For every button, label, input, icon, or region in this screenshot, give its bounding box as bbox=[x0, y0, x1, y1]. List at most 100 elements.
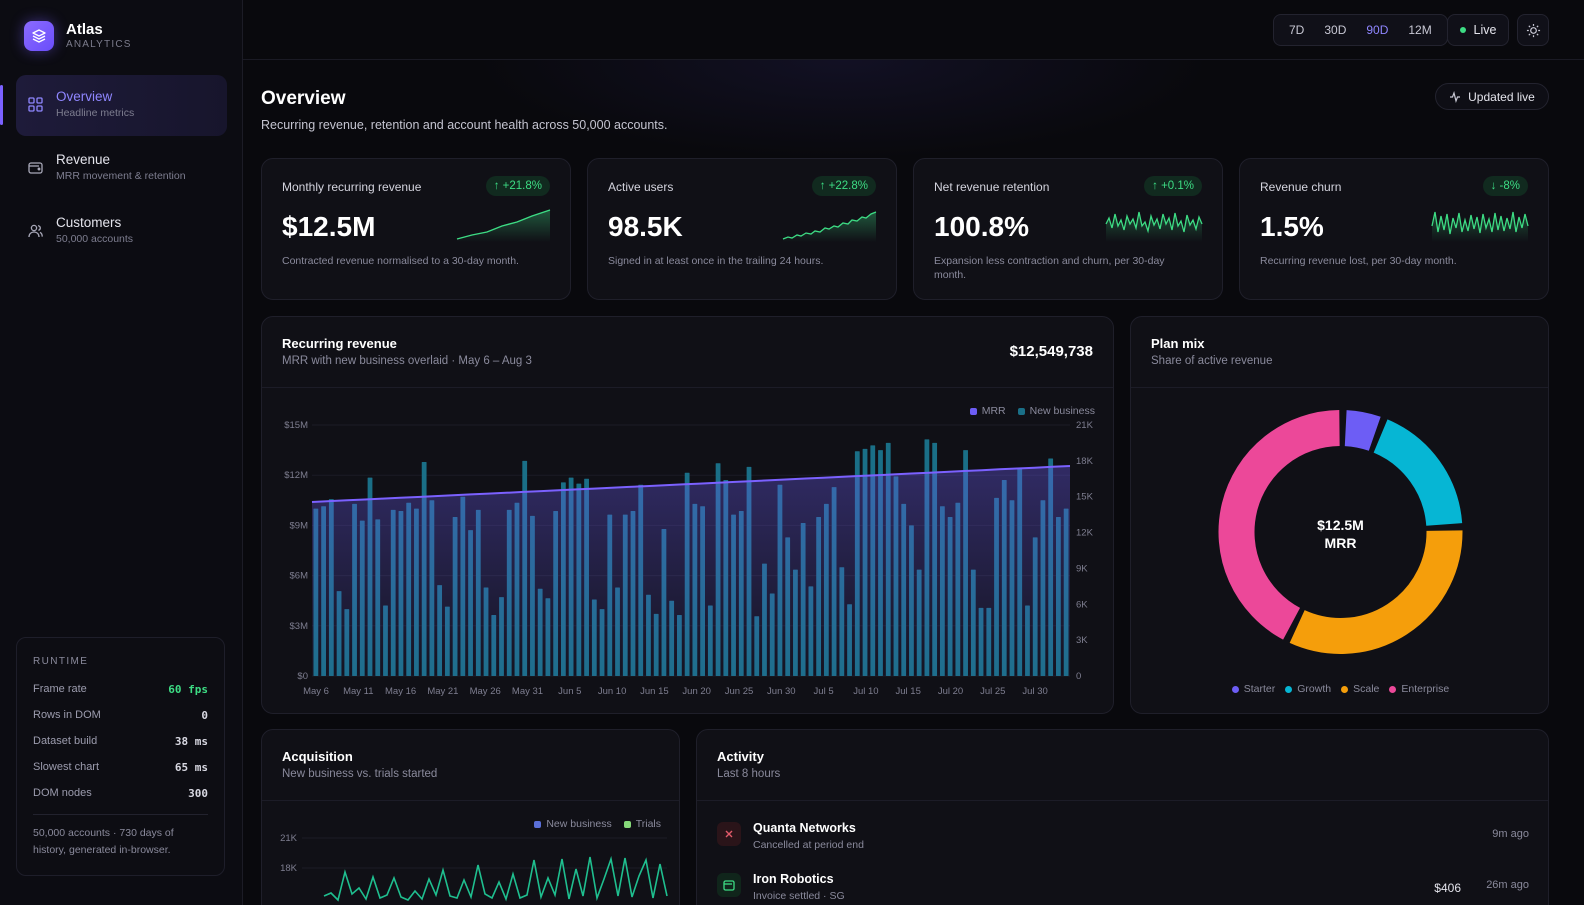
activity-time: 26m ago bbox=[1486, 879, 1529, 891]
x-tick-label: Jun 30 bbox=[767, 686, 796, 697]
acquisition-legend: New business Trials bbox=[522, 818, 661, 830]
kpi-sparkline bbox=[1431, 211, 1529, 242]
sidebar-item-revenue[interactable]: Revenue MRR movement & retention bbox=[16, 138, 227, 199]
legend-item-new-business[interactable]: New business bbox=[534, 818, 612, 830]
range-selector: 7D 30D 90D 12M bbox=[1273, 14, 1448, 46]
legend-label: Starter bbox=[1243, 683, 1276, 695]
kpi-card-active-users: Active users ↑ +22.8% 98.5K Signed in at… bbox=[587, 158, 897, 300]
plan-mix-donut-chart[interactable] bbox=[1131, 387, 1550, 677]
kpi-label: Active users bbox=[608, 180, 674, 194]
kpi-value: 1.5% bbox=[1260, 211, 1324, 242]
recurring-total: $12,549,738 bbox=[1009, 343, 1093, 360]
kpi-label: Revenue churn bbox=[1260, 180, 1342, 194]
recurring-revenue-card: Recurring revenue MRR with new business … bbox=[261, 316, 1114, 714]
legend-swatch bbox=[1017, 407, 1025, 415]
layers-logo-icon bbox=[24, 21, 54, 51]
legend-label: Growth bbox=[1297, 683, 1332, 695]
legend-label: MRR bbox=[981, 405, 1006, 417]
runtime-row: DOM nodes 300 bbox=[33, 780, 208, 806]
legend-label: Trials bbox=[635, 818, 661, 830]
x-tick-label: Jul 30 bbox=[1022, 686, 1047, 697]
y-right-tick-label: 15K bbox=[1076, 492, 1094, 503]
legend-item-growth[interactable]: Growth bbox=[1285, 683, 1331, 695]
y-right-tick-label: 0 bbox=[1076, 671, 1081, 682]
y-tick-label: $0 bbox=[297, 671, 308, 682]
donut-slice-enterprise bbox=[1218, 410, 1341, 640]
sidebar-item-label: Customers bbox=[56, 215, 122, 230]
acquisition-card: Acquisition New business vs. trials star… bbox=[261, 729, 680, 905]
activity-sub: Invoice settled · SG bbox=[753, 890, 845, 902]
brand-subtitle: ANALYTICS bbox=[66, 38, 132, 50]
kpi-note: Expansion less contraction and churn, pe… bbox=[934, 255, 1165, 281]
runtime-row: Dataset build 38 ms bbox=[33, 728, 208, 754]
x-tick-label: Jul 5 bbox=[814, 686, 834, 697]
brand[interactable]: Atlas ANALYTICS bbox=[24, 21, 132, 51]
runtime-label: Slowest chart bbox=[33, 761, 100, 773]
kpi-delta-badge: ↑ +22.8% bbox=[811, 176, 876, 196]
range-12m-button[interactable]: 12M bbox=[1408, 23, 1432, 37]
legend-item-new-business[interactable]: New business bbox=[1017, 405, 1095, 417]
sidebar: Atlas ANALYTICS Overview Headline metric… bbox=[0, 0, 243, 905]
legend-item-mrr[interactable]: MRR bbox=[969, 405, 1006, 417]
legend-label: Scale bbox=[1353, 683, 1380, 695]
sidebar-item-customers[interactable]: Customers 50,000 accounts bbox=[16, 201, 227, 262]
theme-toggle-button[interactable] bbox=[1517, 14, 1549, 46]
main-content: Overview Recurring revenue, retention an… bbox=[243, 60, 1584, 905]
updated-label: Updated live bbox=[1468, 89, 1535, 104]
mrr-line bbox=[311, 465, 1071, 503]
divider bbox=[1131, 387, 1548, 388]
card-title: Plan mix bbox=[1151, 336, 1205, 351]
sidebar-nav: Overview Headline metrics Revenue MRR mo… bbox=[0, 75, 227, 264]
divider bbox=[262, 800, 679, 801]
page-title: Overview bbox=[261, 88, 346, 109]
updated-live-button[interactable]: Updated live bbox=[1435, 83, 1549, 110]
runtime-title: RUNTIME bbox=[33, 656, 89, 667]
kpi-value: $12.5M bbox=[282, 211, 376, 242]
legend-item-starter[interactable]: Starter bbox=[1231, 683, 1276, 695]
x-tick-label: Jun 5 bbox=[558, 686, 581, 697]
activity-item[interactable]: Iron Robotics Invoice settled · SG $406 … bbox=[717, 869, 1529, 905]
acquisition-chart[interactable]: 21K 18K bbox=[262, 826, 681, 905]
y-right-tick-label: 3K bbox=[1076, 635, 1088, 646]
kpi-card-mrr: Monthly recurring revenue ↑ +21.8% $12.5… bbox=[261, 158, 571, 300]
live-button[interactable]: Live bbox=[1447, 14, 1509, 46]
legend-item-enterprise[interactable]: Enterprise bbox=[1389, 683, 1449, 695]
card-title: Activity bbox=[717, 749, 764, 764]
x-tick-label: Jul 10 bbox=[853, 686, 878, 697]
divider bbox=[697, 800, 1548, 801]
kpi-note: Contracted revenue normalised to a 30-da… bbox=[282, 255, 519, 267]
y-tick-label: $3M bbox=[290, 621, 309, 632]
card-title: Acquisition bbox=[282, 749, 353, 764]
y-right-tick-label: 21K bbox=[1076, 420, 1094, 431]
kpi-sparkline bbox=[456, 209, 551, 242]
range-30d-button[interactable]: 30D bbox=[1324, 23, 1347, 37]
y-right-tick-label: 6K bbox=[1076, 599, 1088, 610]
legend-item-scale[interactable]: Scale bbox=[1341, 683, 1379, 695]
range-90d-button[interactable]: 90D bbox=[1366, 23, 1389, 37]
sidebar-item-label: Overview bbox=[56, 89, 113, 104]
runtime-row: Slowest chart 65 ms bbox=[33, 754, 208, 780]
runtime-value: 300 bbox=[188, 786, 208, 800]
runtime-panel: RUNTIME Frame rate 60 fps Rows in DOM 0 … bbox=[16, 637, 225, 876]
activity-item[interactable]: Quanta Networks Cancelled at period end … bbox=[717, 818, 1529, 858]
card-subtitle: New business vs. trials started bbox=[282, 768, 438, 780]
donut-slice-growth bbox=[1373, 419, 1463, 527]
y-right-tick-label: 9K bbox=[1076, 563, 1088, 574]
runtime-row: Frame rate 60 fps bbox=[33, 676, 208, 702]
range-7d-button[interactable]: 7D bbox=[1289, 23, 1305, 37]
plan-mix-card: Plan mix Share of active revenue $12.5M … bbox=[1130, 316, 1549, 714]
legend-label: New business bbox=[1029, 405, 1095, 417]
x-tick-label: May 11 bbox=[343, 686, 373, 697]
legend-item-trials[interactable]: Trials bbox=[623, 818, 661, 830]
kpi-note: Signed in at least once in the trailing … bbox=[608, 255, 824, 267]
recurring-revenue-chart[interactable]: $0 $3M $6M $9M $12M $15M 0 3K 6K 9K 12K 15K 18K 21K Ma… bbox=[262, 413, 1115, 703]
trials-line bbox=[323, 855, 668, 902]
legend-swatch bbox=[1341, 685, 1349, 693]
close-icon bbox=[717, 822, 741, 846]
sidebar-item-overview[interactable]: Overview Headline metrics bbox=[0, 75, 227, 136]
page-subtitle: Recurring revenue, retention and account… bbox=[261, 118, 668, 132]
kpi-card-net-retention: Net revenue retention ↑ +0.1% 100.8% Exp… bbox=[913, 158, 1223, 300]
plan-mix-legend: Starter Growth Scale Enterprise bbox=[1131, 683, 1550, 695]
donut-center-value: $12.5M bbox=[1317, 517, 1364, 533]
